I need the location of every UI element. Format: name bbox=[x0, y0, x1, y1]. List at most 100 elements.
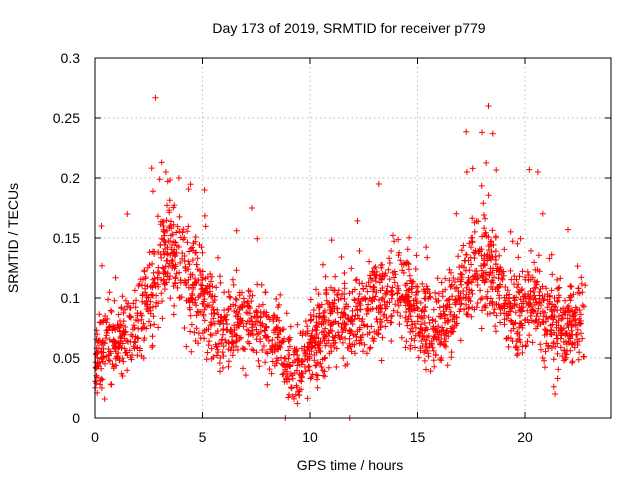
data-point bbox=[423, 283, 430, 290]
data-point bbox=[153, 299, 160, 306]
data-point bbox=[282, 366, 288, 373]
data-point bbox=[577, 311, 584, 318]
data-point bbox=[121, 329, 128, 336]
data-point bbox=[257, 309, 264, 316]
data-point bbox=[297, 377, 304, 384]
data-point bbox=[575, 285, 582, 292]
data-point bbox=[404, 246, 411, 253]
data-point bbox=[388, 248, 395, 254]
data-point bbox=[514, 240, 521, 247]
data-point bbox=[251, 313, 258, 320]
data-point bbox=[534, 310, 541, 317]
data-point bbox=[227, 294, 234, 301]
data-point bbox=[256, 303, 262, 310]
data-point bbox=[354, 312, 361, 319]
data-point bbox=[387, 319, 394, 326]
data-point bbox=[481, 260, 488, 267]
data-point bbox=[365, 306, 372, 313]
data-point bbox=[335, 320, 342, 327]
data-point bbox=[356, 291, 363, 297]
data-point bbox=[233, 343, 239, 350]
data-point bbox=[378, 262, 384, 269]
data-point bbox=[407, 329, 414, 335]
data-point bbox=[405, 313, 412, 320]
data-point bbox=[314, 384, 321, 391]
data-point bbox=[417, 347, 424, 354]
data-point bbox=[581, 303, 587, 310]
data-point bbox=[431, 333, 437, 340]
data-point bbox=[402, 282, 409, 289]
data-point bbox=[554, 276, 561, 283]
data-point bbox=[220, 327, 227, 334]
data-point bbox=[99, 355, 106, 362]
data-point bbox=[493, 257, 499, 263]
data-point bbox=[449, 323, 456, 330]
data-point bbox=[148, 165, 155, 172]
data-point bbox=[389, 291, 396, 298]
data-point bbox=[118, 370, 125, 377]
data-point bbox=[526, 301, 533, 308]
data-point bbox=[552, 304, 559, 310]
data-point bbox=[206, 338, 213, 345]
data-point bbox=[151, 321, 158, 328]
data-point bbox=[315, 344, 322, 351]
data-point bbox=[478, 246, 485, 253]
data-point bbox=[190, 284, 196, 291]
data-point bbox=[569, 340, 576, 347]
data-point bbox=[397, 313, 404, 319]
data-point bbox=[575, 356, 582, 363]
data-point bbox=[327, 327, 334, 334]
data-point bbox=[109, 327, 116, 334]
data-point bbox=[452, 296, 459, 303]
data-point bbox=[386, 299, 393, 306]
data-point bbox=[220, 343, 227, 350]
data-point bbox=[159, 315, 166, 322]
data-point bbox=[200, 312, 207, 319]
data-point bbox=[338, 254, 345, 260]
data-point bbox=[524, 268, 531, 275]
data-point bbox=[113, 353, 120, 360]
data-point bbox=[575, 289, 581, 296]
data-point bbox=[562, 354, 569, 361]
data-point bbox=[186, 261, 193, 268]
data-point bbox=[527, 293, 534, 300]
data-point bbox=[325, 364, 332, 371]
data-point bbox=[555, 317, 562, 324]
data-point bbox=[322, 325, 329, 332]
data-point bbox=[208, 273, 215, 280]
data-point bbox=[442, 275, 449, 282]
data-point bbox=[372, 263, 379, 270]
data-point bbox=[569, 358, 576, 365]
data-point bbox=[96, 337, 103, 344]
data-point bbox=[382, 270, 389, 277]
data-point bbox=[566, 319, 573, 325]
data-point bbox=[298, 386, 305, 393]
data-point bbox=[448, 349, 455, 356]
data-point bbox=[242, 372, 249, 379]
data-point bbox=[392, 271, 399, 278]
data-point bbox=[516, 289, 523, 296]
data-point bbox=[187, 181, 194, 188]
data-point bbox=[337, 295, 344, 302]
data-point bbox=[102, 360, 108, 367]
data-point bbox=[432, 351, 439, 358]
data-point bbox=[307, 311, 314, 318]
data-point bbox=[435, 336, 442, 343]
data-point bbox=[578, 330, 584, 337]
data-point bbox=[139, 282, 145, 289]
data-point bbox=[552, 391, 559, 397]
y-axis-label: SRMTID / TECUs bbox=[5, 183, 21, 293]
data-point bbox=[308, 374, 315, 381]
data-point bbox=[316, 313, 323, 320]
data-point bbox=[497, 281, 504, 288]
data-point bbox=[246, 303, 253, 310]
data-point bbox=[274, 314, 281, 321]
data-point bbox=[98, 223, 105, 229]
data-point bbox=[346, 340, 353, 347]
data-point bbox=[464, 311, 471, 318]
data-point bbox=[258, 281, 265, 288]
data-point bbox=[492, 253, 499, 260]
data-point bbox=[284, 378, 290, 385]
data-point bbox=[550, 339, 557, 346]
data-point bbox=[366, 329, 373, 336]
